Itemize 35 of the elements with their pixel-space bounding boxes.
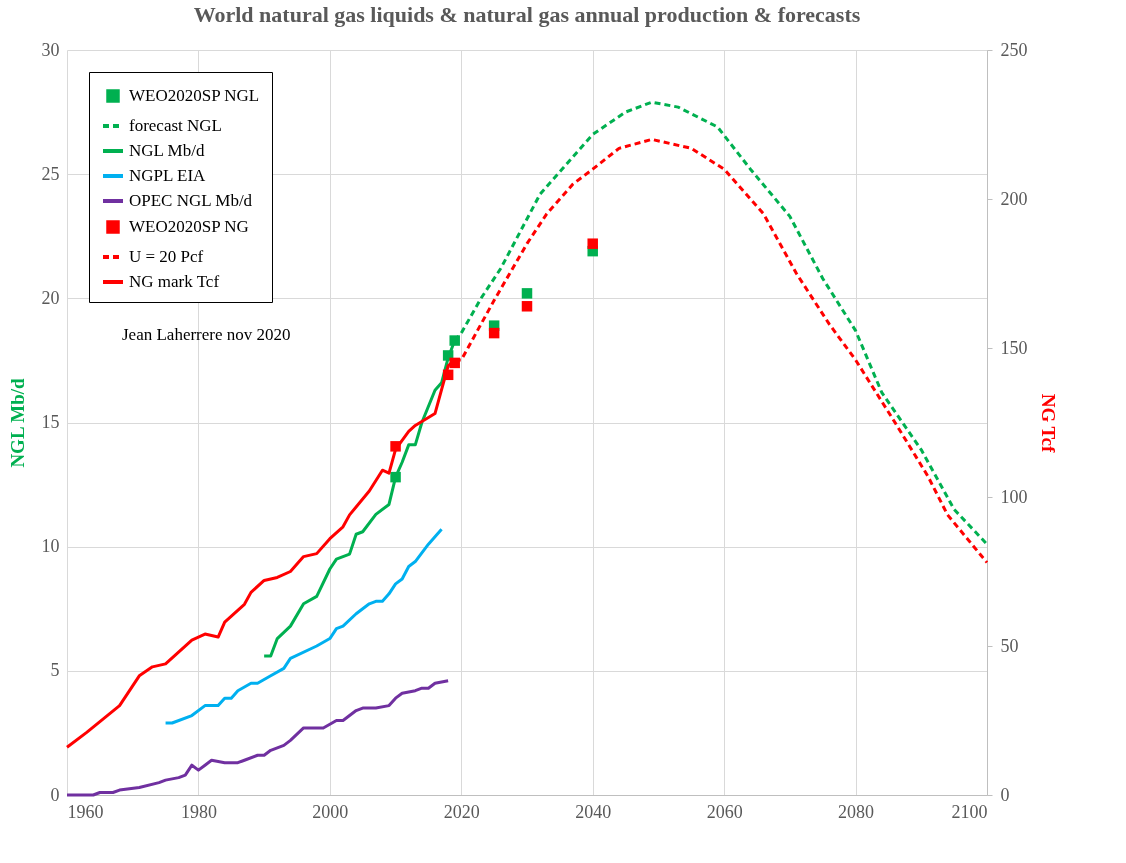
line-series — [65, 679, 450, 797]
legend-label: NG mark Tcf — [129, 272, 220, 291]
legend-label: forecast NGL — [129, 116, 222, 135]
legend-label: OPEC NGL Mb/d — [129, 191, 253, 210]
y2-tick-label: 200 — [1000, 188, 1028, 209]
x-tick-label: 2020 — [443, 801, 480, 822]
y-tick-label: 25 — [41, 163, 60, 184]
line-series — [164, 527, 444, 725]
x-tick-label: 2080 — [838, 801, 875, 822]
y-tick-label: 15 — [41, 412, 60, 432]
x-tick-label: 2040 — [575, 801, 612, 822]
legend-label: NGL Mb/d — [129, 141, 205, 160]
legend-label: U = 20 Pcf — [129, 247, 204, 266]
y2-tick-label: 150 — [1000, 337, 1028, 358]
y-axis-title: NGL Mb/d — [6, 377, 28, 468]
y-tick-label: 0 — [50, 784, 60, 805]
x-tick-label: 2060 — [706, 801, 743, 822]
chart-title: World natural gas liquids & natural gas annual production & forecasts — [193, 2, 861, 27]
y2-tick-label: 0 — [1000, 784, 1010, 805]
y2-tick-label: 250 — [1000, 39, 1028, 60]
y-tick-label: 5 — [50, 660, 60, 681]
legend-label: WEO2020SP NGL — [129, 86, 260, 105]
x-tick-label: 2000 — [312, 801, 349, 822]
x-tick-label: 1960 — [67, 801, 104, 822]
x-tick-label: 1980 — [180, 801, 217, 822]
y2-tick-label: 50 — [1000, 635, 1019, 656]
legend-label: WEO2020SP NG — [129, 217, 249, 236]
x-tick-label: 2100 — [951, 801, 988, 822]
annotation: Jean Laherrere nov 2020 — [122, 325, 291, 344]
y2-axis-title: NG Tcf — [1037, 393, 1059, 453]
y-tick-label: 30 — [41, 39, 60, 60]
legend-label: NGPL EIA — [129, 166, 207, 185]
y-tick-label: 10 — [41, 536, 60, 557]
y-tick-label: 20 — [41, 287, 60, 308]
y2-tick-label: 100 — [1000, 486, 1028, 507]
